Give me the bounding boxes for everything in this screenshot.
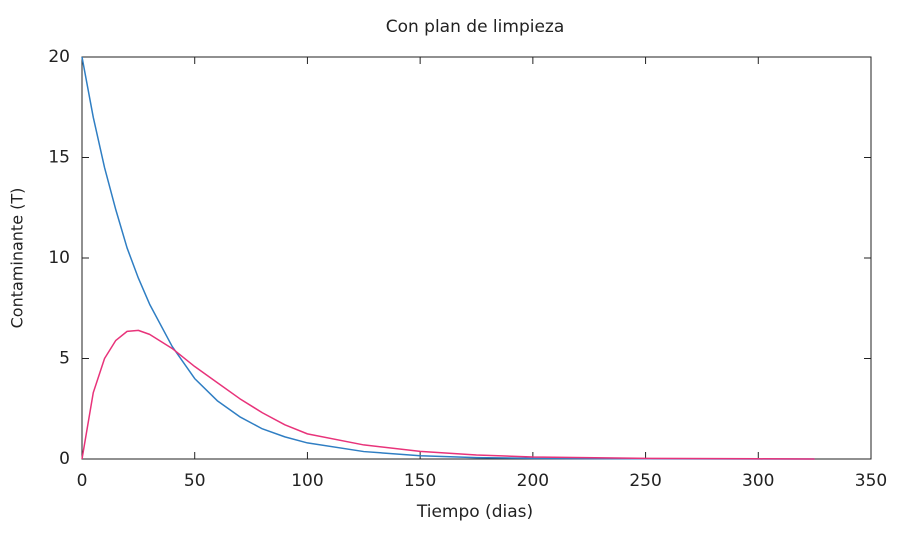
x-tick-label: 150	[404, 471, 436, 491]
plot-frame	[81, 56, 872, 460]
x-tick-label: 50	[184, 471, 206, 491]
series-line	[81, 329, 815, 460]
x-tick-label: 200	[517, 471, 549, 491]
chart-title: Con plan de limpieza	[386, 17, 565, 37]
x-tick-label: 350	[855, 471, 887, 491]
y-tick-label: 15	[48, 148, 70, 168]
y-tick-label: 10	[48, 248, 70, 268]
y-axis-label: Contaminante (T)	[8, 188, 27, 329]
x-tick-label: 250	[629, 471, 661, 491]
x-tick-label: 300	[742, 471, 774, 491]
x-tick-label: 0	[77, 471, 88, 491]
x-axis-label: Tiempo (dias)	[416, 502, 533, 522]
x-tick-label: 100	[291, 471, 323, 491]
y-tick-label: 20	[48, 47, 70, 67]
series-line	[81, 56, 815, 460]
y-tick-label: 5	[59, 349, 70, 369]
y-tick-label: 0	[59, 449, 70, 469]
